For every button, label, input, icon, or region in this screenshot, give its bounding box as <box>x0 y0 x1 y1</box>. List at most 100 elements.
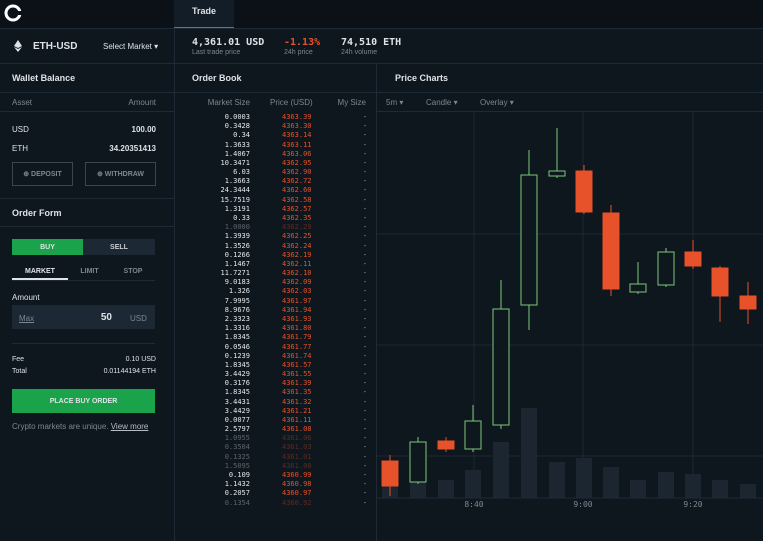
fee-label: Fee <box>12 356 25 363</box>
price: 4361.03 <box>282 443 312 452</box>
price: 4361.97 <box>282 296 312 305</box>
my-size: - <box>362 443 367 452</box>
stat-value: 74,510 ETH <box>341 37 402 48</box>
limit-tab[interactable]: LIMIT <box>80 267 99 275</box>
market-size: 6.03 <box>233 168 250 177</box>
amount-header: Amount <box>128 98 156 107</box>
price: 4362.25 <box>282 232 312 241</box>
order-row: 1.3191 4362.57 - <box>174 205 376 214</box>
price: 4363.14 <box>282 131 312 140</box>
order-row: 3.4429 4361.55 - <box>174 370 376 379</box>
market-size: 10.3471 <box>220 158 250 167</box>
order-row: 1.1432 4360.98 - <box>174 480 376 489</box>
buy-tab[interactable]: BUY <box>12 239 83 255</box>
my-size: - <box>362 113 367 121</box>
balance: 100.00 <box>131 125 156 134</box>
asset: USD <box>12 125 29 134</box>
overlay-control[interactable]: Overlay ▾ <box>480 98 514 107</box>
my-size: - <box>362 250 367 259</box>
style-control[interactable]: Candle ▾ <box>426 98 458 107</box>
market-size: 1.5095 <box>224 461 250 470</box>
price: 4362.95 <box>282 158 312 167</box>
price: 4361.79 <box>282 333 312 342</box>
market-size: 0.0077 <box>224 415 250 424</box>
market-size: 0.1354 <box>224 498 250 507</box>
order-row: 15.7519 4362.58 - <box>174 196 376 205</box>
note-link[interactable]: View more <box>110 422 149 431</box>
order-row: 0.109 4360.99 - <box>174 471 376 480</box>
market-size: 0.109 <box>228 471 250 480</box>
order-row: 3.4431 4361.32 - <box>174 398 376 407</box>
deposit-label: DEPOSIT <box>31 170 62 178</box>
select-market-label: Select Market <box>103 42 152 51</box>
market-size: 1.4067 <box>224 149 250 158</box>
note-text: Crypto markets are unique. <box>12 422 109 431</box>
price: 4361.94 <box>282 305 312 314</box>
my-size: - <box>362 333 367 342</box>
trade-tab[interactable]: Trade <box>174 0 234 29</box>
order-row: 9.0183 4362.09 - <box>174 278 376 287</box>
select-market[interactable]: Select Market ▾ <box>103 42 159 51</box>
order-row: 3.4429 4361.21 - <box>174 407 376 416</box>
my-size: - <box>362 131 367 140</box>
withdraw-button[interactable]: ⊕ WITHDRAW <box>85 162 156 186</box>
logo[interactable] <box>4 4 22 22</box>
amount-input[interactable] <box>12 305 155 329</box>
order-row: 1.3633 4363.11 - <box>174 141 376 150</box>
my-size: - <box>362 223 367 232</box>
price: 4361.93 <box>282 314 312 323</box>
price: 4361.08 <box>282 425 312 434</box>
my-size: - <box>362 168 367 177</box>
stat-label: 24h price <box>284 49 313 56</box>
my-size: - <box>362 370 367 379</box>
market-size: 0.1325 <box>224 452 250 461</box>
my-size: - <box>362 452 367 461</box>
market-size: 1.0955 <box>224 434 250 443</box>
sell-tab[interactable]: SELL <box>83 239 155 255</box>
price: 4362.29 <box>282 223 312 232</box>
order-row: 1.0955 4361.06 - <box>174 434 376 443</box>
order-row: 1.1467 4362.11 - <box>174 260 376 269</box>
market-size: 1.1432 <box>224 480 250 489</box>
withdraw-label: WITHDRAW <box>104 170 145 178</box>
price: 4362.09 <box>282 278 312 287</box>
market-size: 0.0003 <box>224 113 250 121</box>
order-row: 1.326 4362.03 - <box>174 287 376 296</box>
price: 4361.55 <box>282 370 312 379</box>
my-size: - <box>362 158 367 167</box>
market-size: 1.3316 <box>224 324 250 333</box>
price: 4362.10 <box>282 269 312 278</box>
stop-tab[interactable]: STOP <box>123 267 143 275</box>
order-row: 7.9995 4361.97 - <box>174 297 376 306</box>
my-size: - <box>362 406 367 415</box>
my-size: - <box>362 195 367 204</box>
deposit-button[interactable]: ⊕ DEPOSIT <box>12 162 73 186</box>
market-size: 1.8345 <box>224 388 250 397</box>
price-chart <box>377 112 763 499</box>
my-size: - <box>362 434 367 443</box>
place-order-button[interactable]: PLACE BUY ORDER <box>12 389 155 413</box>
market-size: 11.7271 <box>220 269 250 278</box>
market-size: 1.1467 <box>224 259 250 268</box>
market: ETH-USD <box>33 41 78 52</box>
price: 4361.77 <box>282 342 312 351</box>
chart-title: Price Charts <box>395 73 449 83</box>
market-size: 9.0183 <box>224 278 250 287</box>
my-size: - <box>362 480 367 489</box>
max-link[interactable]: Max <box>19 314 35 323</box>
market-size: 1.3633 <box>224 140 250 149</box>
order-row: 0.2057 4360.97 - <box>174 489 376 498</box>
market-size: 7.9995 <box>224 296 250 305</box>
my-size: - <box>362 140 367 149</box>
fee-value: 0.10 USD <box>125 356 156 363</box>
control-label: 5m <box>386 98 398 107</box>
market-size: 3.4429 <box>224 406 250 415</box>
order-row: 1.3316 4361.80 - <box>174 324 376 333</box>
market-size: 0.0546 <box>224 342 250 351</box>
market-size: 0.34 <box>233 131 250 140</box>
interval-control[interactable]: 5m ▾ <box>386 98 404 107</box>
market-tab[interactable]: MARKET <box>12 264 68 280</box>
my-size: - <box>362 415 367 424</box>
order-row: 1.3526 4362.24 - <box>174 242 376 251</box>
